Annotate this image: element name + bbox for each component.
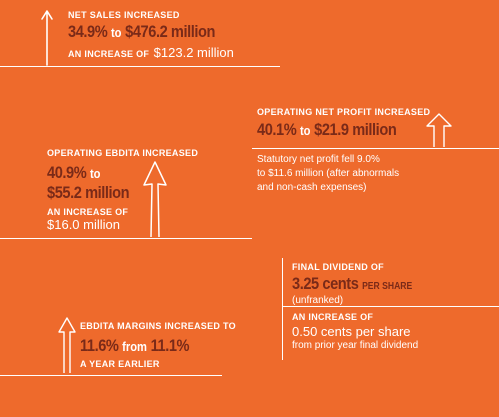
up-arrow-icon bbox=[426, 113, 452, 147]
divider-line bbox=[252, 148, 499, 149]
operating-net-profit-block: OPERATING NET PROFIT INCREASED 40.1% to … bbox=[257, 107, 430, 140]
net-sales-block: NET SALES INCREASED 34.9% to $476.2 mill… bbox=[68, 10, 239, 62]
net-sales-increase-value: $123.2 million bbox=[153, 45, 234, 60]
up-arrow-icon bbox=[41, 10, 53, 66]
margins-figures: 11.6% from 11.1% bbox=[80, 336, 214, 356]
dividend-unit: PER SHARE bbox=[362, 281, 413, 292]
onp-note-line-3: and non-cash expenses) bbox=[257, 182, 367, 193]
divider-line bbox=[0, 375, 222, 376]
margins-connector: from bbox=[122, 339, 147, 354]
dividend-figures: 3.25 cents PER SHARE bbox=[292, 274, 412, 294]
dividend-value: 3.25 cents bbox=[292, 274, 359, 293]
ebdita-connector: to bbox=[89, 166, 101, 181]
up-arrow-icon bbox=[143, 161, 167, 238]
onp-figures: 40.1% to $21.9 million bbox=[257, 120, 406, 140]
net-sales-increase-label: AN INCREASE OF bbox=[68, 49, 150, 59]
operating-ebdita-block: OPERATING EBDITA INCREASED 40.9% to $55.… bbox=[47, 148, 198, 232]
margins-pct-from: 11.6% bbox=[80, 336, 119, 355]
ebdita-increase-label: AN INCREASE OF bbox=[47, 207, 129, 217]
dividend-increase-block: AN INCREASE OF 0.50 cents per share from… bbox=[292, 312, 418, 353]
divider-line bbox=[0, 238, 252, 239]
net-sales-pct: 34.9% bbox=[68, 22, 108, 41]
dividend-increase-note: from prior year final dividend bbox=[292, 340, 419, 351]
onp-heading: OPERATING NET PROFIT INCREASED bbox=[257, 107, 431, 117]
ebdita-increase-value: $16.0 million bbox=[47, 217, 120, 232]
dividend-note: (unfranked) bbox=[292, 295, 344, 306]
net-sales-value: $476.2 million bbox=[125, 22, 216, 41]
margins-pct-to: 11.1% bbox=[150, 336, 190, 355]
onp-connector: to bbox=[299, 123, 311, 138]
ebdita-heading: OPERATING EBDITA INCREASED bbox=[47, 148, 199, 158]
final-dividend-block: FINAL DIVIDEND OF 3.25 cents PER SHARE (… bbox=[292, 262, 432, 308]
dividend-increase-label: AN INCREASE OF bbox=[292, 312, 374, 322]
onp-note-line-2: to $11.6 million (after abnormals bbox=[257, 168, 400, 179]
divider-line bbox=[282, 306, 499, 307]
dividend-heading: FINAL DIVIDEND OF bbox=[292, 262, 384, 272]
onp-pct: 40.1% bbox=[257, 120, 297, 139]
onp-value: $21.9 million bbox=[314, 120, 397, 139]
divider-line bbox=[282, 258, 283, 360]
net-sales-connector: to bbox=[110, 25, 122, 40]
divider-line bbox=[0, 66, 280, 67]
ebdita-pct: 40.9% bbox=[47, 163, 87, 182]
net-sales-increase: AN INCREASE OF $123.2 million bbox=[68, 44, 239, 62]
ebdita-line-1: 40.9% to bbox=[47, 163, 177, 183]
margins-heading: EBDITA MARGINS INCREASED TO bbox=[80, 321, 236, 331]
net-sales-figures: 34.9% to $476.2 million bbox=[68, 22, 215, 42]
ebdita-margins-block: EBDITA MARGINS INCREASED TO 11.6% from 1… bbox=[80, 321, 236, 369]
up-arrow-icon bbox=[58, 317, 76, 373]
net-sales-heading: NET SALES INCREASED bbox=[68, 10, 180, 20]
onp-note: Statutory net profit fell 9.0% to $11.6 … bbox=[257, 153, 399, 195]
dividend-increase-value: 0.50 cents per share bbox=[292, 324, 411, 339]
onp-note-line-1: Statutory net profit fell 9.0% bbox=[257, 154, 380, 165]
margins-footer: A YEAR EARLIER bbox=[80, 359, 160, 369]
ebdita-value: $55.2 million bbox=[47, 183, 130, 202]
